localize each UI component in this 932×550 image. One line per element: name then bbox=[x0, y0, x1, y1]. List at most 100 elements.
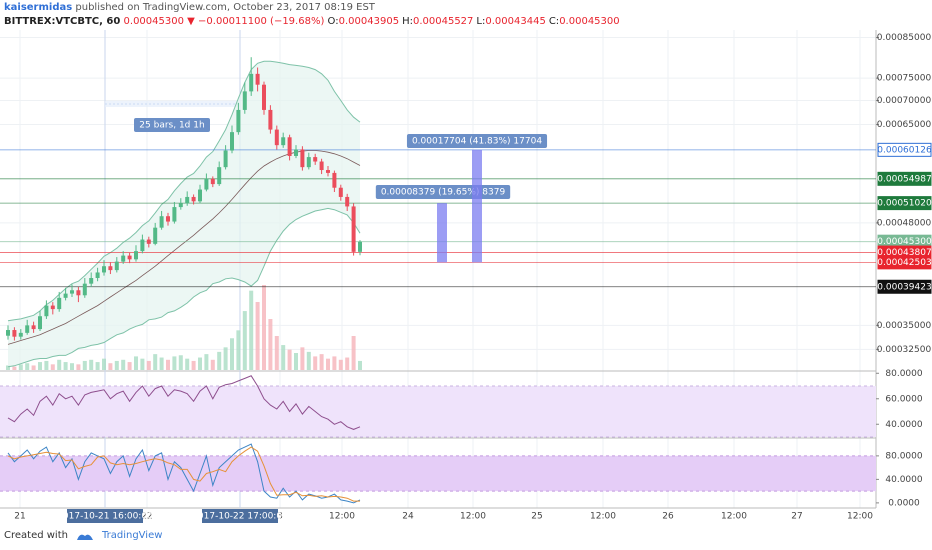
volume-bar bbox=[306, 351, 311, 370]
symbol: BITTREX:VTCBTC, 60 bbox=[4, 16, 121, 27]
ohlc-value: 0.00045527 bbox=[412, 16, 474, 27]
candle-body bbox=[236, 109, 241, 133]
volume-bar bbox=[326, 358, 330, 370]
author[interactable]: kaisermidas bbox=[4, 2, 73, 13]
logo bbox=[76, 534, 93, 540]
candle-body bbox=[146, 239, 151, 244]
y-tick-label: 0.00085000 bbox=[877, 33, 932, 43]
candle-body bbox=[134, 251, 138, 260]
change: ▼ −0.00011100 (−19.68%) bbox=[187, 16, 325, 27]
ohlc-value: 0.00043905 bbox=[338, 16, 400, 27]
price-label: 0.00051020 bbox=[877, 199, 932, 209]
candle-body bbox=[274, 129, 279, 146]
ohlc-value: 0.00043445 bbox=[485, 16, 546, 27]
x-tick-label: 21 bbox=[14, 512, 25, 522]
volume-bar bbox=[198, 357, 202, 370]
crosshair-label-bg bbox=[67, 509, 143, 523]
volume-bar bbox=[300, 347, 305, 370]
price-label: 0.00045300 bbox=[877, 237, 932, 247]
volume-bar bbox=[287, 349, 292, 370]
x-tick-label: 12:00 bbox=[721, 512, 747, 522]
volume-bar bbox=[313, 356, 318, 370]
candle-body bbox=[268, 109, 273, 130]
candle-body bbox=[210, 178, 215, 185]
last-price: 0.00045300 bbox=[123, 16, 184, 27]
candle-body bbox=[223, 150, 228, 168]
candle-body bbox=[326, 170, 330, 173]
volume-bar bbox=[38, 362, 42, 370]
y-tick-label: 0.00032500 bbox=[877, 345, 932, 355]
price-label-bg bbox=[877, 279, 932, 294]
price-label: 0.00039423 bbox=[877, 282, 931, 292]
bollinger-upper bbox=[7, 60, 361, 322]
volume-bar bbox=[76, 364, 81, 370]
bollinger-lower bbox=[7, 207, 361, 368]
symbol-line: BITTREX:VTCBTC, 60 0.00045300 ▼ −0.00011… bbox=[4, 16, 623, 27]
measure-label: 0.00008379 (19.65%) 8379 bbox=[381, 188, 506, 198]
volume-bar bbox=[166, 359, 170, 370]
y-tick-label: 0.00070000 bbox=[877, 96, 932, 106]
candle-body bbox=[242, 91, 247, 110]
volume-bar bbox=[44, 360, 49, 370]
volume-bar bbox=[204, 354, 209, 370]
price-label: 0.00060126 bbox=[877, 145, 932, 155]
candle-body bbox=[249, 73, 254, 92]
candle-body bbox=[140, 239, 145, 252]
volume-bar bbox=[332, 356, 337, 370]
volume-bar bbox=[18, 364, 23, 370]
volume-bar bbox=[70, 363, 74, 370]
bollinger-fill bbox=[8, 61, 360, 367]
candle-body bbox=[18, 332, 23, 337]
volume-bar bbox=[178, 355, 183, 370]
brand[interactable]: TradingView bbox=[101, 530, 163, 541]
candle-body bbox=[172, 207, 177, 222]
volume-bar bbox=[294, 353, 298, 370]
crosshair-label-bg bbox=[202, 509, 278, 523]
range-box bbox=[105, 101, 240, 107]
volume-bar bbox=[223, 347, 228, 370]
candle-body bbox=[358, 241, 362, 252]
stoch-band bbox=[0, 455, 876, 492]
candle-body bbox=[332, 172, 337, 188]
candle-body bbox=[127, 255, 132, 260]
volume-bar bbox=[358, 360, 362, 370]
price-label: 0.00042503 bbox=[877, 258, 931, 268]
ohlc-label: C: bbox=[548, 16, 560, 27]
volume-bar bbox=[172, 356, 177, 370]
candle-body bbox=[25, 325, 30, 333]
y-tick-label: 80.0000 bbox=[885, 451, 922, 461]
ohlc-label: L: bbox=[476, 16, 486, 27]
ohlc-label: H: bbox=[402, 16, 413, 27]
candle-body bbox=[70, 290, 74, 294]
price-label-bg bbox=[877, 196, 932, 211]
volume-bar bbox=[319, 354, 324, 370]
stoch-d bbox=[7, 446, 360, 502]
candle-body bbox=[306, 157, 311, 168]
volume-bar bbox=[351, 336, 356, 370]
measure-box bbox=[437, 203, 447, 263]
candle-body bbox=[153, 227, 158, 244]
candle-body bbox=[287, 137, 292, 156]
candle-body bbox=[44, 305, 49, 317]
volume-bar bbox=[274, 336, 279, 370]
volume-bar bbox=[57, 359, 62, 370]
y-tick-label: 0.0000 bbox=[888, 498, 920, 508]
candle-body bbox=[38, 316, 42, 330]
volume-bar bbox=[236, 330, 241, 370]
price-label-bg bbox=[877, 142, 932, 157]
measure-label-bg bbox=[406, 134, 548, 148]
x-tick-label: 12:00 bbox=[329, 512, 355, 522]
candle-body bbox=[351, 206, 356, 252]
candle-body bbox=[31, 325, 36, 330]
y-tick-label: 80.0000 bbox=[885, 369, 922, 379]
ohlc-value: 0.00045300 bbox=[559, 16, 620, 27]
candle-body bbox=[262, 84, 266, 110]
ohlc: O:0.00043905 H:0.00045527 L:0.00043445 C:0.… bbox=[328, 16, 623, 27]
range-label: 25 bars, 1d 1h bbox=[139, 121, 204, 131]
x-tick-label: 24 bbox=[402, 512, 414, 522]
candle-body bbox=[114, 261, 119, 271]
y-tick-label: 0.00035000 bbox=[877, 321, 932, 331]
candle-body bbox=[121, 255, 126, 262]
volume-bar bbox=[50, 364, 55, 370]
